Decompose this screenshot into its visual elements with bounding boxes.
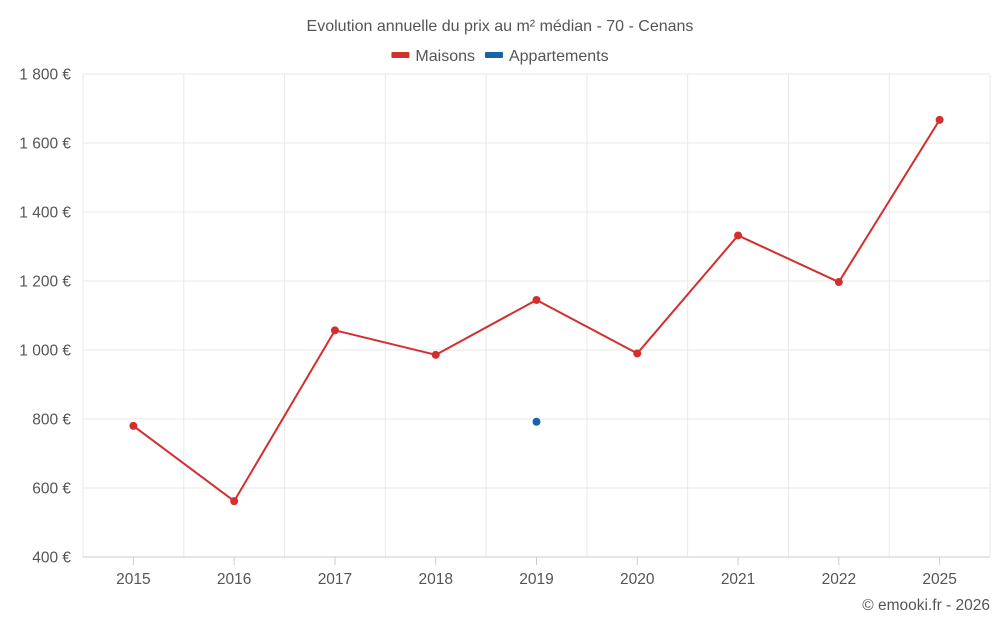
x-tick-label: 2017: [318, 571, 352, 588]
credit-text: © emooki.fr - 2026: [862, 597, 990, 614]
data-point[interactable]: [330, 326, 339, 335]
y-tick-label: 600 €: [32, 481, 71, 498]
y-tick-label: 1 400 €: [19, 205, 71, 222]
x-tick-label: 2021: [721, 571, 755, 588]
data-point[interactable]: [734, 231, 743, 240]
legend: Maisons Appartements: [391, 48, 609, 65]
x-tick-label: 2020: [620, 571, 655, 588]
y-tick-label: 1 800 €: [19, 67, 71, 84]
series-layer: [129, 115, 944, 506]
data-point[interactable]: [834, 278, 843, 287]
legend-swatch: [484, 52, 503, 58]
legend-swatch: [391, 52, 410, 58]
series-appartements: [532, 417, 541, 426]
data-point[interactable]: [532, 295, 541, 304]
legend-label: Maisons: [415, 48, 475, 65]
data-point[interactable]: [129, 421, 138, 430]
series-maisons: [129, 115, 944, 506]
data-point[interactable]: [230, 497, 239, 506]
x-axis: 2015 2016 2017 2018 2019 2020 2021 2022 2025: [83, 556, 990, 588]
y-tick-label: 800 €: [32, 412, 71, 429]
series-line: [132, 119, 941, 503]
x-tick-label: 2018: [418, 571, 452, 588]
legend-label: Appartements: [509, 48, 609, 65]
data-point[interactable]: [633, 349, 642, 358]
x-tick-label: 2016: [217, 571, 251, 588]
x-tick-label: 2022: [822, 571, 856, 588]
y-tick-label: 1 200 €: [19, 274, 71, 291]
grid: [82, 73, 991, 557]
x-tick-label: 2025: [922, 571, 956, 588]
y-axis: 400 € 600 € 800 € 1 000 € 1 200 € 1 400 € 1 60…: [19, 67, 71, 567]
x-tick-label: 2015: [116, 571, 150, 588]
y-tick-label: 400 €: [32, 550, 71, 567]
y-tick-label: 1 000 €: [19, 343, 71, 360]
data-point[interactable]: [935, 115, 944, 124]
data-point[interactable]: [431, 350, 440, 359]
x-tick-label: 2019: [519, 571, 553, 588]
y-tick-label: 1 600 €: [19, 136, 71, 153]
data-point[interactable]: [532, 417, 541, 426]
chart-title: Evolution annuelle du prix au m² médian …: [307, 18, 694, 35]
